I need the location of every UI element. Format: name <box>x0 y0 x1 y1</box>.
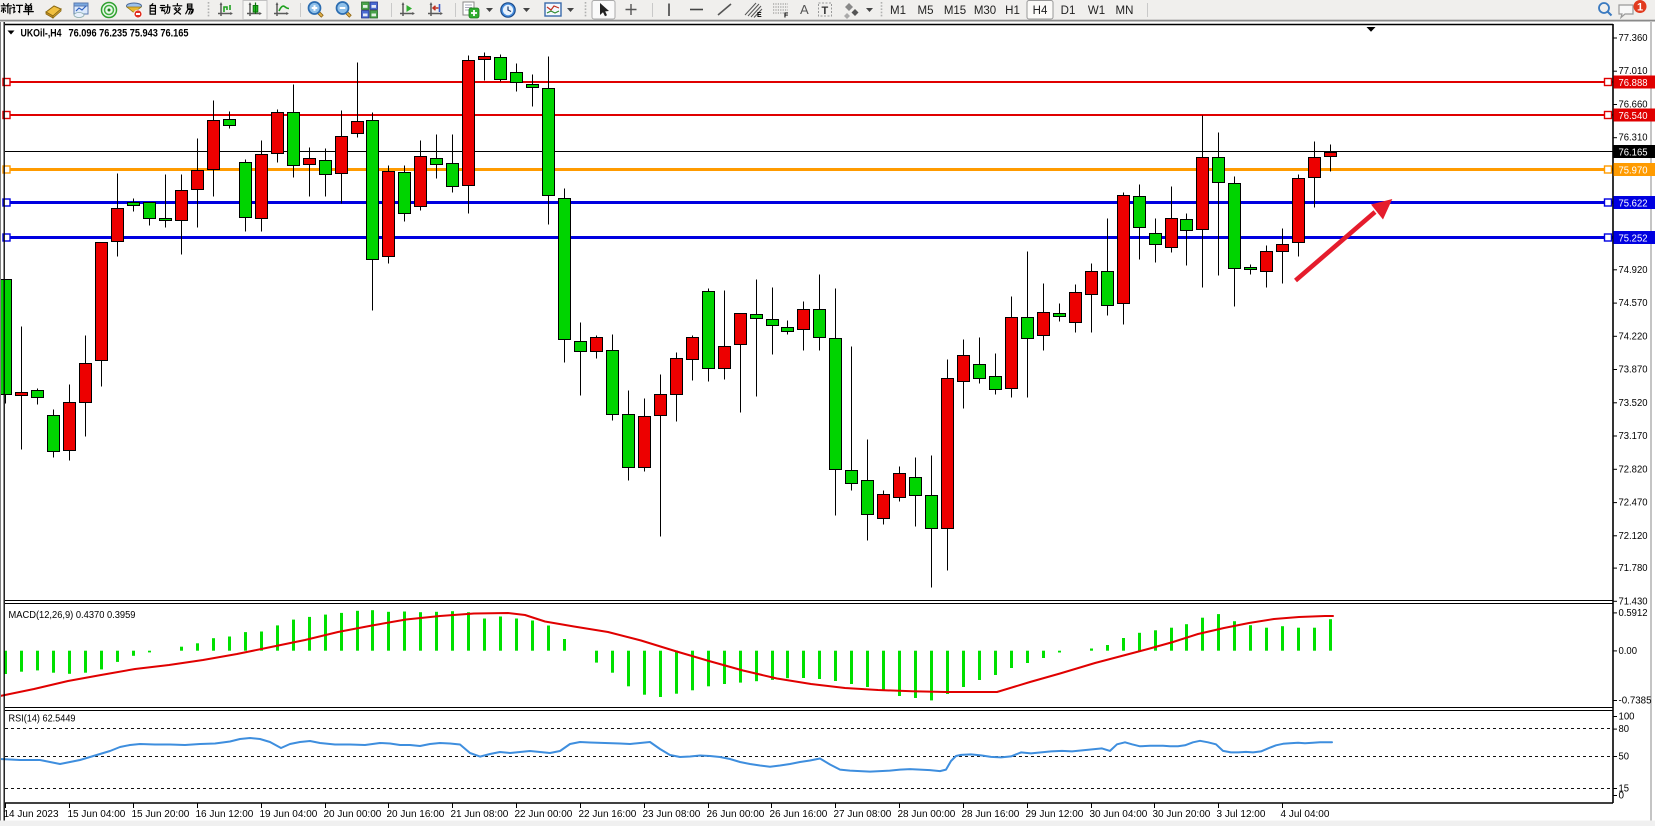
svg-text:0.5912: 0.5912 <box>1619 608 1648 619</box>
svg-text:76.165: 76.165 <box>1619 147 1648 158</box>
svg-text:27 Jun 08:00: 27 Jun 08:00 <box>834 809 892 820</box>
svg-text:22 Jun 00:00: 22 Jun 00:00 <box>515 809 573 820</box>
svg-text:72.120: 72.120 <box>1619 531 1648 542</box>
svg-text:15 Jun 04:00: 15 Jun 04:00 <box>68 809 126 820</box>
svg-text:15 Jun 20:00: 15 Jun 20:00 <box>132 809 190 820</box>
svg-text:0.00: 0.00 <box>1619 646 1638 657</box>
svg-text:19 Jun 04:00: 19 Jun 04:00 <box>260 809 318 820</box>
svg-text:21 Jun 08:00: 21 Jun 08:00 <box>451 809 509 820</box>
svg-text:H1: H1 <box>1005 5 1020 17</box>
svg-text:50: 50 <box>1619 752 1630 763</box>
svg-text:80: 80 <box>1619 724 1630 735</box>
svg-text:29 Jun 12:00: 29 Jun 12:00 <box>1026 809 1084 820</box>
svg-text:D1: D1 <box>1061 5 1076 17</box>
svg-text:100: 100 <box>1619 712 1635 723</box>
svg-text:28 Jun 16:00: 28 Jun 16:00 <box>962 809 1020 820</box>
svg-text:23 Jun 08:00: 23 Jun 08:00 <box>643 809 701 820</box>
svg-text:22 Jun 16:00: 22 Jun 16:00 <box>579 809 637 820</box>
svg-text:26 Jun 00:00: 26 Jun 00:00 <box>707 809 765 820</box>
svg-text:74.920: 74.920 <box>1619 265 1648 276</box>
svg-text:76.660: 76.660 <box>1619 100 1648 111</box>
svg-text:75.622: 75.622 <box>1619 198 1648 209</box>
svg-text:1: 1 <box>1637 2 1643 14</box>
svg-text:M5: M5 <box>918 5 934 17</box>
svg-text:77.360: 77.360 <box>1619 33 1648 44</box>
svg-text:20 Jun 00:00: 20 Jun 00:00 <box>324 809 382 820</box>
svg-text:4 Jul 04:00: 4 Jul 04:00 <box>1281 809 1330 820</box>
svg-text:0: 0 <box>1619 791 1625 802</box>
svg-text:75.252: 75.252 <box>1619 233 1648 244</box>
svg-text:M15: M15 <box>944 5 966 17</box>
svg-text:RSI(14) 62.5449: RSI(14) 62.5449 <box>9 714 76 725</box>
svg-text:20 Jun 16:00: 20 Jun 16:00 <box>387 809 445 820</box>
svg-text:76.096 76.235 75.943 76.165: 76.096 76.235 75.943 76.165 <box>69 28 189 40</box>
svg-text:72.470: 72.470 <box>1619 498 1648 509</box>
svg-text:30 Jun 04:00: 30 Jun 04:00 <box>1090 809 1148 820</box>
svg-text:73.870: 73.870 <box>1619 365 1648 376</box>
svg-text:74.570: 74.570 <box>1619 298 1648 309</box>
svg-text:28 Jun 00:00: 28 Jun 00:00 <box>898 809 956 820</box>
svg-text:26 Jun 16:00: 26 Jun 16:00 <box>770 809 828 820</box>
svg-text:73.170: 73.170 <box>1619 431 1648 442</box>
svg-text:UKOil-,H4: UKOil-,H4 <box>21 28 63 40</box>
svg-text:A: A <box>800 2 809 17</box>
svg-text:73.520: 73.520 <box>1619 398 1648 409</box>
svg-text:30 Jun 20:00: 30 Jun 20:00 <box>1153 809 1211 820</box>
svg-text:MN: MN <box>1116 5 1134 17</box>
svg-text:3 Jul 12:00: 3 Jul 12:00 <box>1217 809 1266 820</box>
svg-text:77.010: 77.010 <box>1619 66 1648 77</box>
svg-text:71.430: 71.430 <box>1619 596 1648 607</box>
svg-text:76.310: 76.310 <box>1619 133 1648 144</box>
svg-text:76.888: 76.888 <box>1619 78 1648 89</box>
svg-text:15: 15 <box>1619 784 1630 795</box>
svg-text:T: T <box>822 5 829 17</box>
svg-text:16 Jun 12:00: 16 Jun 12:00 <box>196 809 254 820</box>
svg-text:E: E <box>757 12 762 19</box>
svg-text:M1: M1 <box>890 5 906 17</box>
svg-text:76.540: 76.540 <box>1619 111 1648 122</box>
svg-text:75.970: 75.970 <box>1619 165 1648 176</box>
svg-text:M30: M30 <box>974 5 996 17</box>
svg-text:H4: H4 <box>1033 5 1048 17</box>
svg-text:F: F <box>784 13 789 20</box>
svg-text:71.780: 71.780 <box>1619 563 1648 574</box>
svg-text:74.220: 74.220 <box>1619 331 1648 342</box>
svg-text:W1: W1 <box>1088 5 1105 17</box>
svg-text:72.820: 72.820 <box>1619 464 1648 475</box>
svg-text:MACD(12,26,9) 0.4370 0.3959: MACD(12,26,9) 0.4370 0.3959 <box>9 610 136 621</box>
svg-text:-0.7385: -0.7385 <box>1619 696 1652 707</box>
svg-text:14 Jun 2023: 14 Jun 2023 <box>4 809 59 820</box>
